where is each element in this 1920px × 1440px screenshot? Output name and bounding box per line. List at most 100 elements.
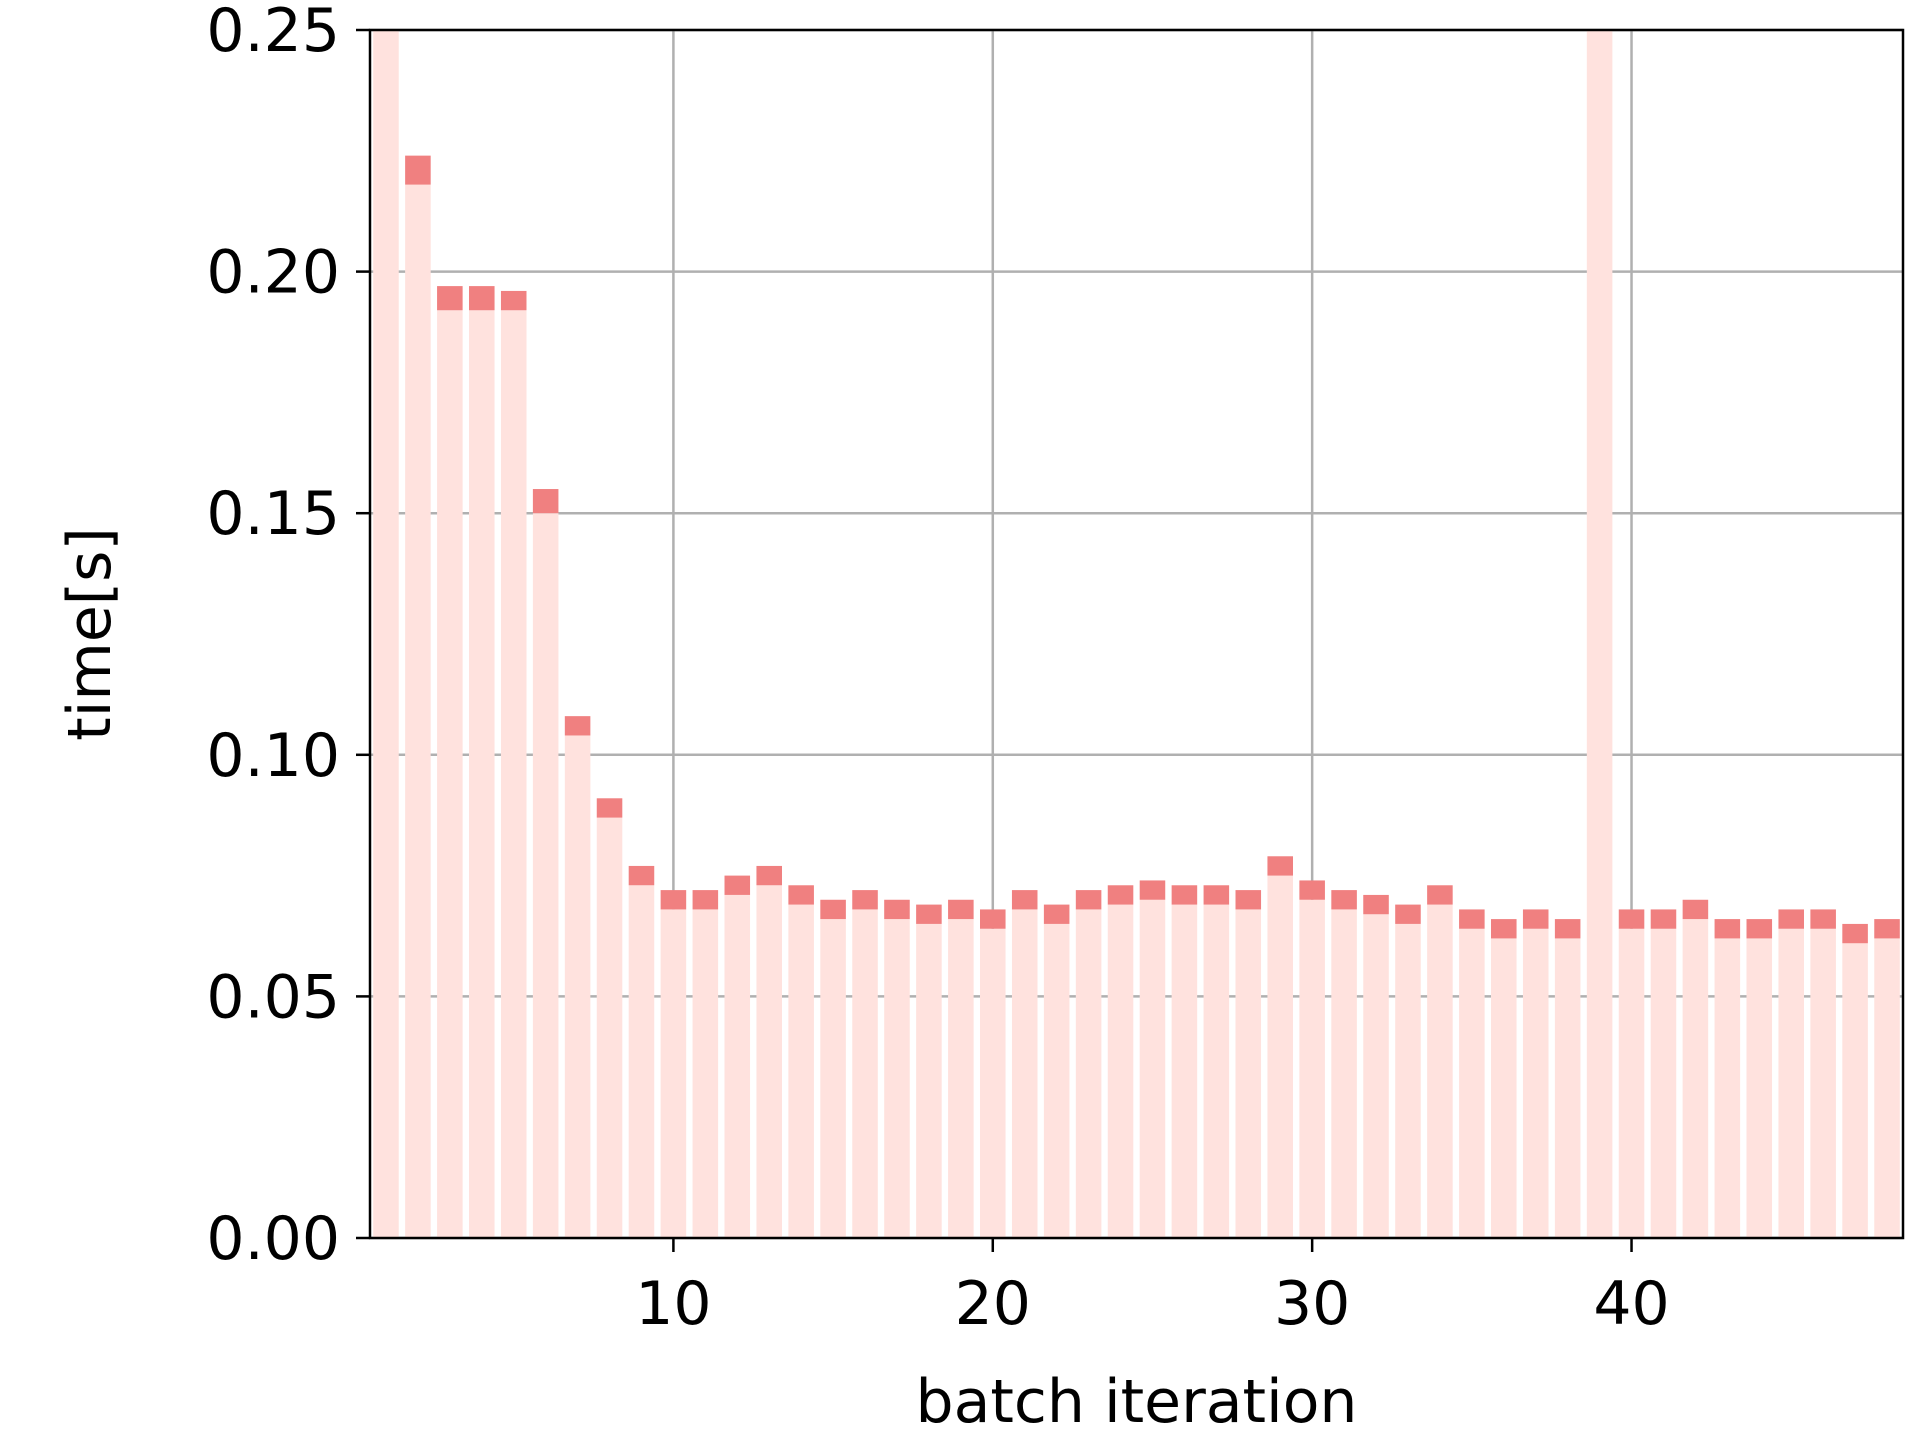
bar-top-38 — [1554, 919, 1581, 939]
bar-base-24 — [1107, 904, 1134, 1238]
bar-base-9 — [628, 885, 655, 1238]
bar-base-33 — [1395, 923, 1421, 1238]
bars-layer — [373, 30, 1900, 1239]
plot-frame — [368, 28, 1905, 1240]
y-tick-label-0.10: 0.10 — [206, 721, 340, 791]
bar-top-35 — [1459, 909, 1485, 929]
bar-top-29 — [1267, 856, 1293, 876]
bar-base-34 — [1427, 904, 1453, 1238]
bar-base-7 — [564, 735, 591, 1238]
bar-top-18 — [916, 904, 942, 924]
bar-base-36 — [1491, 938, 1517, 1238]
bar-base-47 — [1842, 943, 1868, 1238]
bar-top-11 — [692, 890, 719, 910]
bar-top-30 — [1299, 880, 1325, 900]
bar-base-21 — [1011, 909, 1038, 1238]
bar-base-12 — [724, 894, 751, 1238]
bar-top-5 — [500, 290, 527, 311]
bar-base-20 — [980, 928, 1006, 1238]
bar-base-32 — [1363, 914, 1389, 1238]
bar-top-26 — [1171, 885, 1198, 905]
bar-base-15 — [820, 919, 846, 1238]
bar-base-48 — [1874, 938, 1900, 1238]
bar-base-28 — [1235, 909, 1262, 1238]
bar-base-1 — [373, 30, 399, 1238]
bar-top-36 — [1491, 919, 1517, 939]
bar-top-6 — [532, 489, 559, 514]
bar-top-23 — [1075, 890, 1102, 910]
bar-top-37 — [1522, 909, 1549, 929]
bar-top-24 — [1107, 885, 1134, 905]
bar-top-32 — [1363, 894, 1389, 915]
bar-top-46 — [1810, 909, 1836, 929]
y-tick-label-0.00: 0.00 — [206, 1204, 340, 1274]
bar-top-13 — [756, 865, 782, 886]
bar-top-21 — [1011, 890, 1038, 910]
bar-base-18 — [916, 923, 942, 1238]
bar-base-26 — [1171, 904, 1198, 1238]
bar-top-28 — [1235, 890, 1262, 910]
x-tick-label-10: 10 — [635, 1269, 711, 1339]
bar-base-37 — [1522, 928, 1549, 1238]
y-axis-title: time[s] — [55, 527, 125, 741]
bar-base-23 — [1075, 909, 1102, 1238]
bar-base-4 — [469, 310, 495, 1239]
bar-top-14 — [788, 885, 814, 905]
ticks-layer: 10 20 30 40 0.00 0.05 0.10 0.15 0.20 0.25 — [206, 0, 1669, 1339]
bar-base-35 — [1459, 928, 1485, 1238]
bar-top-41 — [1650, 909, 1677, 929]
y-tick-label-0.05: 0.05 — [206, 962, 340, 1032]
bar-base-44 — [1746, 938, 1773, 1238]
bar-base-38 — [1554, 938, 1581, 1238]
x-axis-title: batch iteration — [916, 1367, 1358, 1437]
bar-top-48 — [1874, 919, 1900, 939]
bar-top-17 — [884, 899, 910, 920]
bar-base-30 — [1299, 899, 1325, 1238]
bar-top-15 — [820, 899, 846, 920]
bar-top-31 — [1331, 890, 1357, 910]
bar-base-29 — [1267, 875, 1293, 1238]
bar-base-14 — [788, 904, 814, 1238]
bar-base-8 — [596, 817, 623, 1238]
bar-top-2 — [405, 155, 431, 185]
bar-top-8 — [596, 798, 623, 818]
bar-top-34 — [1427, 885, 1453, 905]
bar-base-40 — [1618, 928, 1645, 1238]
bar-top-43 — [1714, 919, 1741, 939]
bar-top-10 — [660, 890, 687, 910]
bar-top-16 — [852, 890, 878, 910]
bar-top-33 — [1395, 904, 1421, 924]
bar-base-41 — [1650, 928, 1677, 1238]
bar-top-47 — [1842, 923, 1868, 944]
bar-base-39 — [1586, 30, 1613, 1238]
y-tick-label-0.20: 0.20 — [206, 238, 340, 308]
bar-top-9 — [628, 865, 655, 886]
bar-base-2 — [405, 184, 431, 1238]
bar-top-40 — [1618, 909, 1645, 929]
bar-top-3 — [437, 286, 463, 311]
y-tick-label-0.25: 0.25 — [206, 0, 340, 66]
bar-base-17 — [884, 919, 910, 1238]
bar-base-3 — [437, 310, 463, 1239]
bar-top-20 — [980, 909, 1006, 929]
bar-base-19 — [948, 919, 974, 1238]
bar-top-42 — [1682, 899, 1709, 920]
y-tick-label-0.15: 0.15 — [206, 479, 340, 549]
bar-top-22 — [1043, 904, 1070, 924]
x-tick-label-30: 30 — [1274, 1269, 1350, 1339]
bar-base-13 — [756, 885, 782, 1238]
bar-top-45 — [1778, 909, 1804, 929]
bar-base-22 — [1043, 923, 1070, 1238]
bar-top-25 — [1139, 880, 1166, 900]
bar-base-46 — [1810, 928, 1836, 1238]
bar-top-12 — [724, 875, 751, 895]
bar-base-16 — [852, 909, 878, 1238]
bar-base-43 — [1714, 938, 1741, 1238]
bar-base-42 — [1682, 919, 1709, 1238]
x-tick-label-20: 20 — [955, 1269, 1031, 1339]
bar-top-44 — [1746, 919, 1773, 939]
bar-base-25 — [1139, 899, 1166, 1238]
bar-top-19 — [948, 899, 974, 920]
bar-top-7 — [564, 716, 591, 736]
